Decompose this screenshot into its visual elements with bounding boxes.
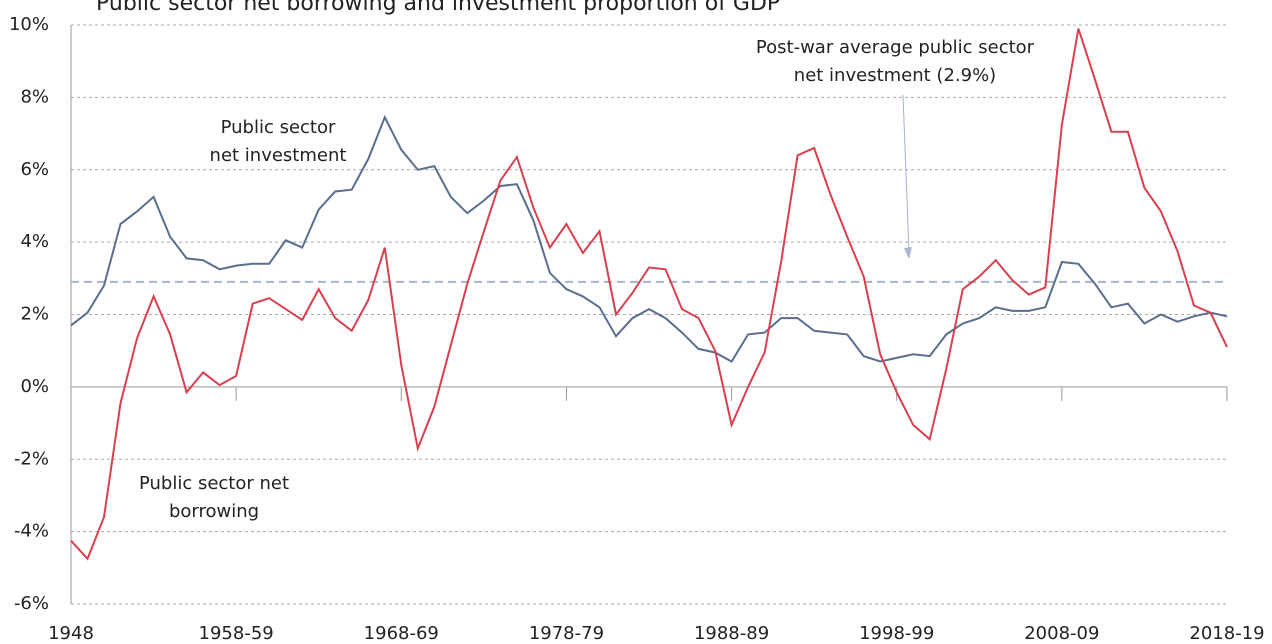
x-tick-label: 1988-89 — [694, 623, 769, 644]
y-tick-label: 0% — [20, 376, 49, 397]
x-tick-label: 1968-69 — [364, 623, 439, 644]
y-tick-label: -6% — [14, 593, 49, 614]
y-tick-label: 8% — [20, 86, 49, 107]
series-line — [70, 28, 1228, 561]
y-tick-label: 6% — [20, 159, 49, 180]
series-line — [70, 114, 1228, 363]
x-tick-label: 1948 — [48, 623, 94, 644]
series-label: Public sector — [221, 117, 336, 138]
reference-label: net investment (2.9%) — [794, 65, 996, 86]
chart-title: Public sector net borrowing and investme… — [96, 0, 780, 16]
y-tick-label: 2% — [20, 304, 49, 325]
x-tick-label: 1998-99 — [859, 623, 934, 644]
series-label: net investment — [210, 145, 347, 166]
x-tick-label: 2008-09 — [1024, 623, 1099, 644]
annotation-arrow — [902, 94, 910, 253]
arrow-head — [904, 247, 912, 259]
x-tick-label: 2018-19 — [1189, 623, 1264, 644]
x-tick-label: 1978-79 — [529, 623, 604, 644]
y-tick-label: 4% — [20, 231, 49, 252]
series-label: Public sector net — [139, 473, 289, 494]
series-label: borrowing — [169, 501, 259, 522]
reference-label: Post-war average public sector — [756, 37, 1035, 58]
y-tick-label: 10% — [9, 14, 49, 35]
y-tick-label: -4% — [14, 521, 49, 542]
y-tick-label: -2% — [14, 448, 49, 469]
x-tick-label: 1958-59 — [199, 623, 274, 644]
